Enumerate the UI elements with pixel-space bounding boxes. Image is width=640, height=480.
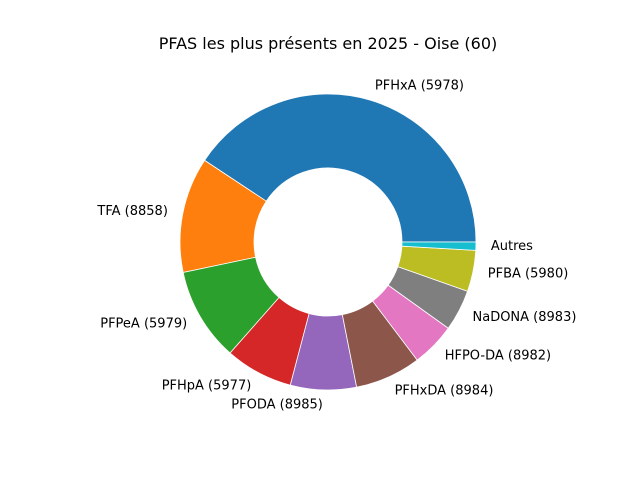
label-tfa: TFA (8858): [96, 204, 167, 219]
label-pfoda: PFODA (8985): [231, 397, 323, 412]
slice-autres: [401, 241, 477, 251]
label-nadona: NaDONA (8983): [473, 310, 577, 325]
donut-slices: [179, 93, 477, 391]
label-pfba: PFBA (5980): [488, 267, 569, 282]
label-pfpea: PFPeA (5979): [100, 317, 187, 332]
slice-labels: PFHxA (5978) TFA (8858) PFPeA (5979) PFHpA …: [96, 78, 576, 412]
label-pfhpa: PFHpA (5977): [162, 378, 252, 393]
label-pfhxda: PFHxDA (8984): [395, 383, 494, 398]
slice-pfhxa: [204, 93, 477, 243]
label-autres: Autres: [491, 239, 533, 254]
label-pfhxa: PFHxA (5978): [375, 78, 464, 93]
label-hfpo-da: HFPO-DA (8982): [445, 348, 551, 363]
chart-title: PFAS les plus présents en 2025 - Oise (6…: [159, 34, 498, 53]
